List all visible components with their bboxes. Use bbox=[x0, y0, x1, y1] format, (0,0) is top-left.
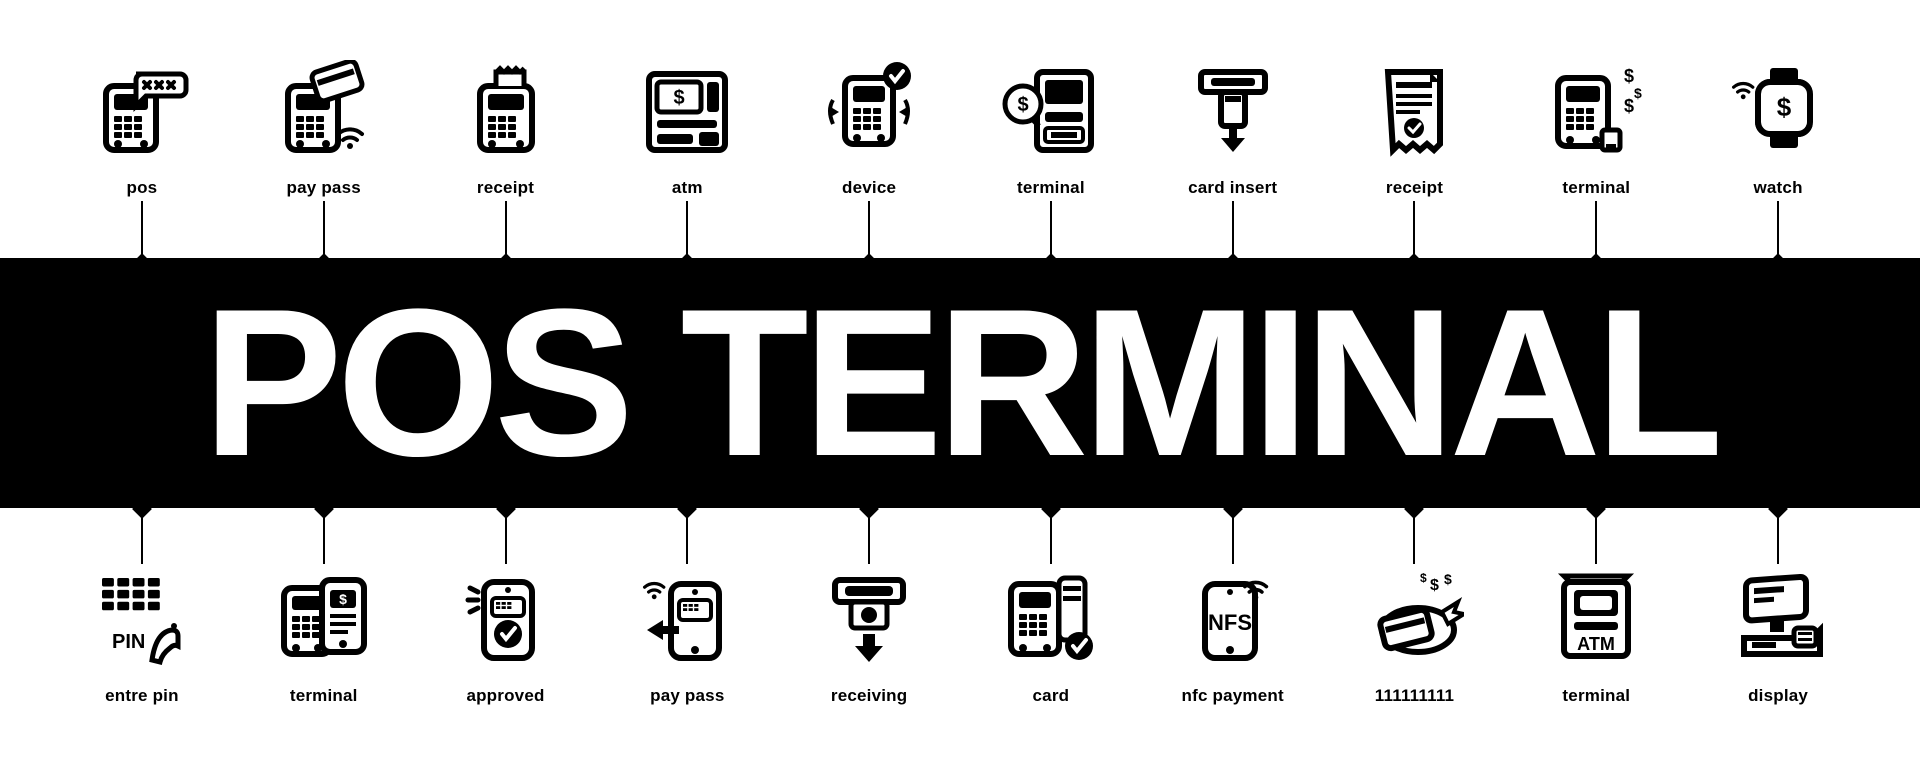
icon-row-top: pos pay pass receipt atm device terminal… bbox=[0, 56, 1920, 198]
icon-cell-atm: atm bbox=[625, 56, 749, 198]
terminal-dollar-icon bbox=[997, 56, 1105, 164]
icon-label: receipt bbox=[477, 178, 534, 198]
cash-receiving-icon bbox=[815, 564, 923, 672]
icon-label: terminal bbox=[1562, 178, 1630, 198]
icon-cell-card-insert: card insert bbox=[1171, 56, 1295, 198]
pay-pass-phone-icon bbox=[633, 564, 741, 672]
device-check-icon bbox=[815, 56, 923, 164]
icon-label: entre pin bbox=[105, 686, 179, 706]
card-terminal-icon bbox=[997, 564, 1105, 672]
atm-icon bbox=[633, 56, 741, 164]
enter-pin-icon bbox=[88, 564, 196, 672]
nfc-payment-icon bbox=[1179, 564, 1287, 672]
receipt-check-icon bbox=[1360, 56, 1468, 164]
icon-label: atm bbox=[672, 178, 703, 198]
card-swipe-icon bbox=[1360, 564, 1468, 672]
icon-label: pay pass bbox=[287, 178, 361, 198]
icon-label: terminal bbox=[1017, 178, 1085, 198]
approved-phone-icon bbox=[452, 564, 560, 672]
icon-label: nfc payment bbox=[1182, 686, 1284, 706]
icon-cell-approved: approved bbox=[444, 564, 568, 706]
icon-cell-pay-pass: pay pass bbox=[262, 56, 386, 198]
icon-cell-terminal4: terminal bbox=[1534, 564, 1658, 706]
icon-label: receipt bbox=[1386, 178, 1443, 198]
pos-pin-icon bbox=[88, 56, 196, 164]
icon-label: card insert bbox=[1188, 178, 1277, 198]
icon-cell-display: display bbox=[1716, 564, 1840, 706]
icon-label: card bbox=[1033, 686, 1070, 706]
terminal-usb-icon bbox=[1542, 56, 1650, 164]
icon-label: approved bbox=[466, 686, 544, 706]
receipt-terminal-icon bbox=[452, 56, 560, 164]
icon-cell-terminal3: terminal bbox=[262, 564, 386, 706]
icon-label: device bbox=[842, 178, 896, 198]
pay-pass-icon bbox=[270, 56, 378, 164]
icon-label: receiving bbox=[831, 686, 907, 706]
banner-title: POS TERMINAL bbox=[203, 278, 1718, 488]
icon-label: display bbox=[1748, 686, 1808, 706]
icon-cell-device: device bbox=[807, 56, 931, 198]
icon-label: pos bbox=[127, 178, 158, 198]
atm-kiosk-icon bbox=[1542, 564, 1650, 672]
icon-cell-pay-pass2: pay pass bbox=[625, 564, 749, 706]
icon-cell-receipt2: receipt bbox=[1353, 56, 1477, 198]
smartwatch-pay-icon bbox=[1724, 56, 1832, 164]
icon-cell-watch: watch bbox=[1716, 56, 1840, 198]
icon-label: terminal bbox=[1562, 686, 1630, 706]
icon-cell-pos: pos bbox=[80, 56, 204, 198]
terminal-phone-icon bbox=[270, 564, 378, 672]
icon-cell-card: card bbox=[989, 564, 1113, 706]
icon-cell-terminal: terminal bbox=[989, 56, 1113, 198]
icon-cell-ones: 111111111 bbox=[1353, 564, 1477, 706]
icon-row-bottom: entre pin terminal approved pay pass rec… bbox=[0, 564, 1920, 706]
icon-label: pay pass bbox=[650, 686, 724, 706]
title-banner: POS TERMINAL bbox=[0, 258, 1920, 508]
icon-label: terminal bbox=[290, 686, 358, 706]
card-insert-icon bbox=[1179, 56, 1287, 164]
icon-label: watch bbox=[1753, 178, 1802, 198]
icon-cell-receiving: receiving bbox=[807, 564, 931, 706]
icon-cell-entre-pin: entre pin bbox=[80, 564, 204, 706]
icon-cell-terminal2: terminal bbox=[1534, 56, 1658, 198]
icon-label: 111111111 bbox=[1375, 686, 1454, 706]
pos-display-icon bbox=[1724, 564, 1832, 672]
icon-cell-receipt: receipt bbox=[444, 56, 568, 198]
icon-cell-nfc: nfc payment bbox=[1171, 564, 1295, 706]
